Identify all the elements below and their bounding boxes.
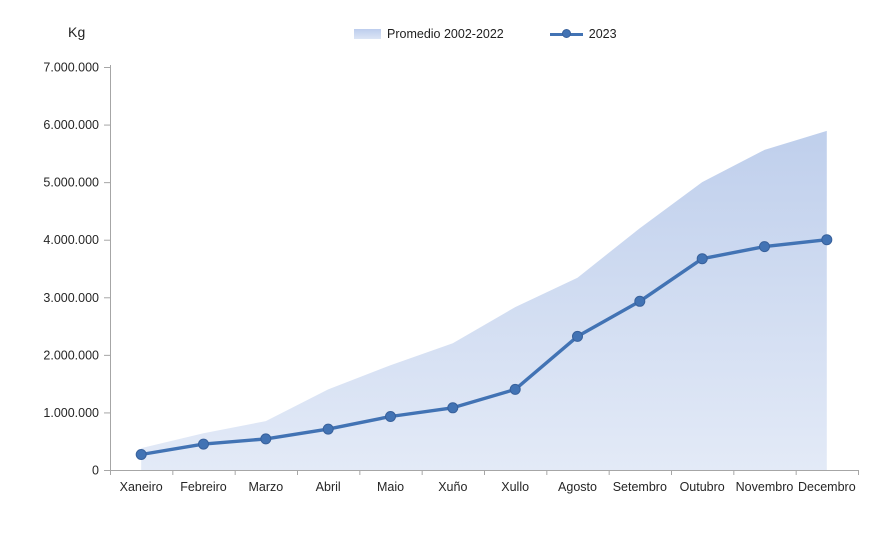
chart-legend: Promedio 2002-2022 2023: [354, 27, 617, 41]
y-tick-label: 6.000.000: [43, 118, 99, 132]
legend-label-promedio: Promedio 2002-2022: [387, 27, 504, 41]
line-marker-2023: [821, 234, 833, 246]
y-tick-label: 1.000.000: [43, 406, 99, 420]
y-tick-label: 5.000.000: [43, 176, 99, 190]
area-series-promedio: [141, 130, 827, 470]
line-marker-2023: [198, 438, 209, 450]
x-tick-label: Marzo: [248, 480, 283, 494]
line-marker-2023: [322, 423, 334, 435]
x-tick-label: Decembro: [798, 480, 856, 494]
line-marker-2023: [572, 330, 583, 342]
x-tick-label: Febreiro: [180, 480, 227, 494]
y-tick-label: 4.000.000: [43, 233, 99, 247]
line-marker-2023: [447, 402, 459, 414]
y-tick-label: 7.000.000: [43, 61, 99, 75]
x-tick-label: Outubro: [680, 480, 725, 494]
area-series-swatch-icon: [354, 29, 381, 39]
line-marker-2023: [759, 241, 770, 253]
x-tick-label: Xullo: [501, 480, 529, 494]
line-marker-2023: [509, 383, 521, 395]
x-tick-label: Abril: [316, 480, 341, 494]
line-marker-2023: [135, 449, 147, 460]
legend-item-2023: 2023: [549, 27, 617, 41]
line-marker-2023: [260, 433, 272, 445]
x-tick-label: Agosto: [558, 480, 597, 494]
x-tick-label: Xaneiro: [120, 480, 163, 494]
legend-label-2023: 2023: [588, 27, 617, 41]
axes: 0 1.000.000 2.000.000 3.000.000 4.000.000 5.0…: [43, 61, 859, 494]
x-tick-label: Setembro: [613, 480, 667, 494]
x-tick-label: Novembro: [736, 480, 794, 494]
line-series-swatch-icon: [549, 29, 583, 39]
y-tick-label: 3.000.000: [43, 291, 99, 305]
y-tick-label: 0: [92, 464, 99, 478]
x-tick-label: Maio: [377, 480, 404, 494]
y-axis-unit-label: Kg: [68, 24, 86, 40]
legend-item-promedio: Promedio 2002-2022: [354, 27, 504, 41]
line-marker-2023: [385, 411, 396, 422]
line-series-2023: [139, 238, 829, 457]
line-marker-2023: [634, 295, 646, 307]
y-tick-label: 2.000.000: [43, 348, 99, 362]
line-marker-2023: [696, 253, 708, 265]
x-tick-label: Xuño: [438, 480, 467, 494]
